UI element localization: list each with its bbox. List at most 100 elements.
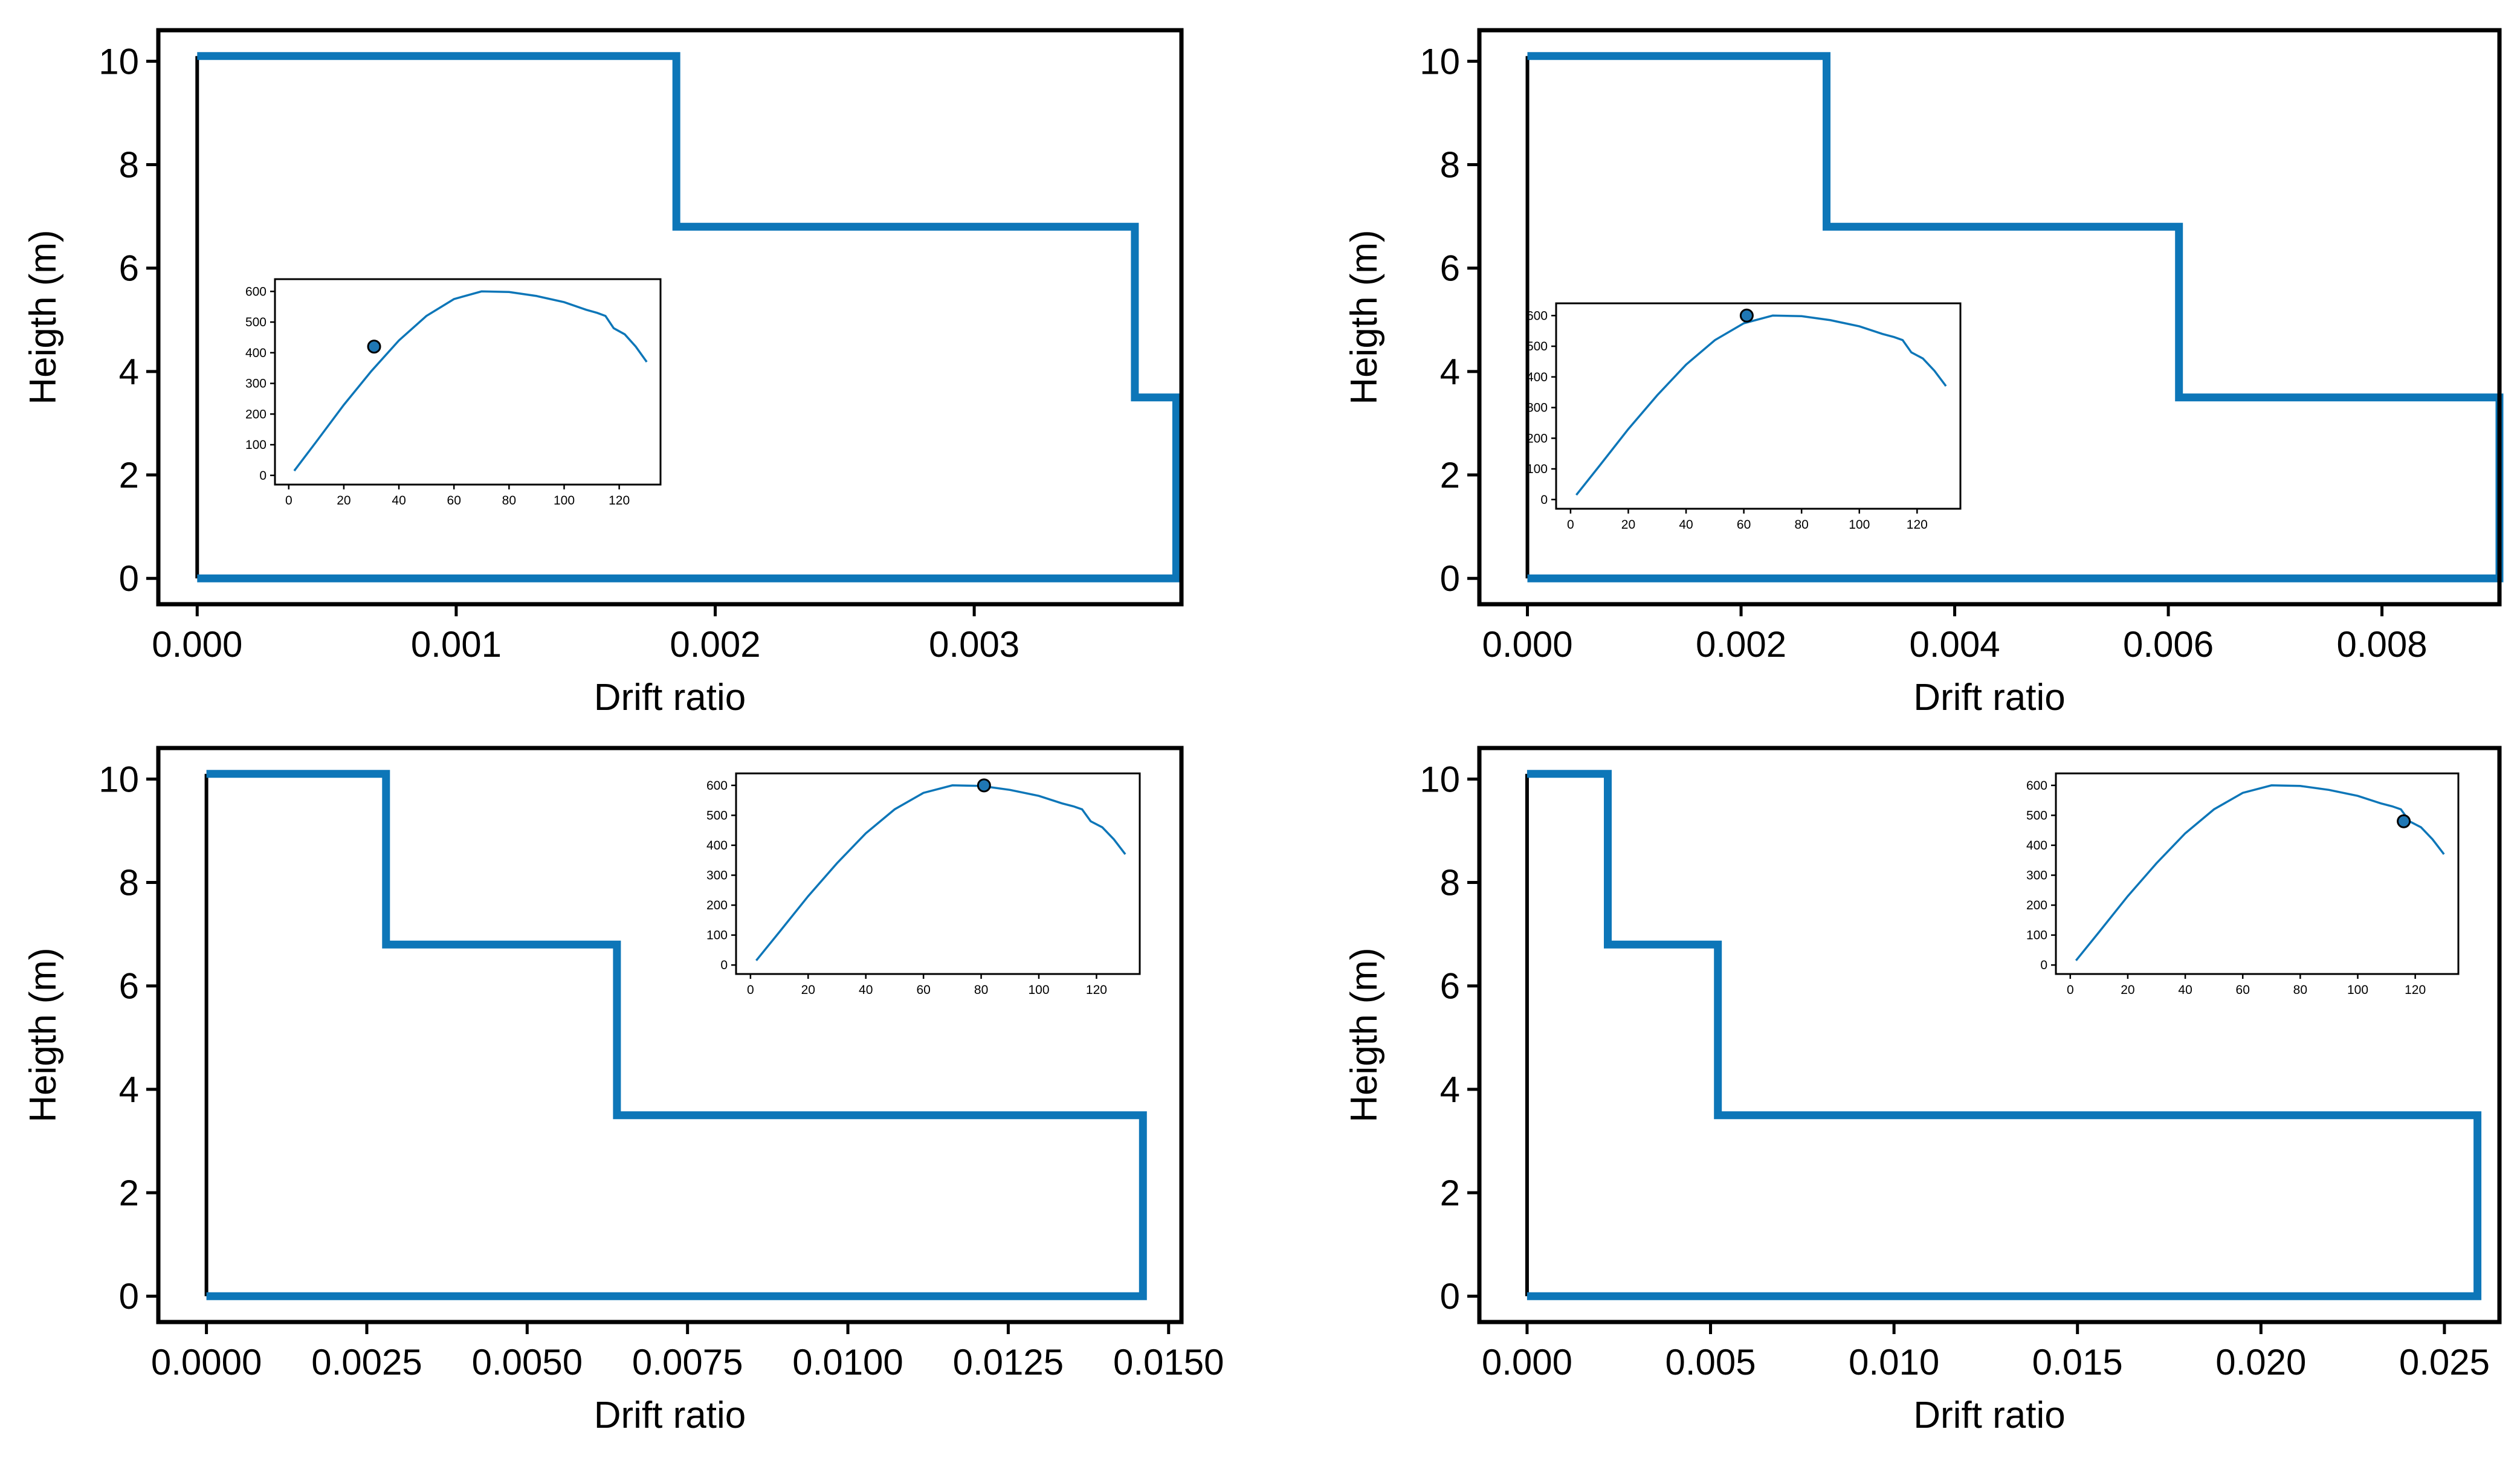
inset-y-tick-label: 400 bbox=[1527, 370, 1548, 384]
y-tick-label: 10 bbox=[99, 759, 139, 799]
inset-y-tick-label: 0 bbox=[2040, 958, 2047, 972]
inset-y-tick-label: 400 bbox=[706, 839, 728, 853]
inset-x-tick-label: 0 bbox=[2067, 983, 2074, 997]
y-tick-label: 6 bbox=[119, 248, 139, 289]
x-axis-label: Drift ratio bbox=[594, 677, 746, 718]
inset-x-tick-label: 120 bbox=[2405, 983, 2426, 997]
x-tick-label: 0.002 bbox=[1696, 624, 1786, 665]
inset-y-tick-label: 0 bbox=[259, 469, 267, 483]
inset-x-tick-label: 40 bbox=[859, 983, 873, 997]
inset-x-tick-label: 120 bbox=[1086, 983, 1107, 997]
y-tick-label: 2 bbox=[1440, 1173, 1460, 1213]
y-tick-label: 8 bbox=[1440, 863, 1460, 903]
x-tick-label: 0.005 bbox=[1665, 1342, 1756, 1382]
inset-frame bbox=[1555, 302, 1962, 510]
inset-y-tick-label: 200 bbox=[1527, 431, 1548, 445]
inset-x-tick-label: 100 bbox=[2347, 983, 2368, 997]
inset-x-tick-label: 60 bbox=[2236, 983, 2250, 997]
inset-x-tick-label: 20 bbox=[2121, 983, 2134, 997]
inset-x-tick-label: 80 bbox=[1794, 518, 1808, 532]
inset-y-tick-label: 400 bbox=[245, 346, 267, 360]
x-tick-label: 0.002 bbox=[670, 624, 760, 665]
inset-state-marker bbox=[1739, 308, 1754, 323]
y-tick-label: 6 bbox=[1440, 966, 1460, 1007]
inset-x-tick-label: 60 bbox=[447, 494, 461, 508]
x-tick-label: 0.0000 bbox=[151, 1342, 262, 1382]
y-tick-label: 4 bbox=[119, 352, 139, 392]
inset-x-tick-label: 20 bbox=[801, 983, 815, 997]
inset-x-tick-label: 60 bbox=[1737, 518, 1751, 532]
x-tick-label: 0.000 bbox=[1482, 624, 1572, 665]
chart-panel-1: 0 2 4 6 8 10 0.000 0.001 0.002 0.003 Drift ratio He… bbox=[22, 28, 1184, 718]
inset-y-tick-label: 600 bbox=[245, 285, 267, 298]
inset-y-tick-label: 200 bbox=[706, 898, 728, 912]
inset-y-tick-label: 500 bbox=[706, 808, 728, 822]
inset-x-tick-label: 0 bbox=[1567, 518, 1574, 532]
inset-y-tick-label: 0 bbox=[720, 958, 728, 972]
inset-capacity-curve bbox=[755, 784, 1126, 961]
chart-panel-4: 0 2 4 6 8 10 0.000 0.005 0.010 0.015 0.020 0.025 Dri… bbox=[1343, 746, 2502, 1436]
x-tick-label: 0.008 bbox=[2336, 624, 2427, 665]
y-tick-label: 0 bbox=[1440, 558, 1460, 599]
y-tick-label: 0 bbox=[119, 1276, 139, 1317]
inset-y-tick-label: 100 bbox=[1527, 462, 1548, 476]
inset-x-tick-label: 40 bbox=[1679, 518, 1693, 532]
x-tick-label: 0.020 bbox=[2215, 1342, 2306, 1382]
inset-frame bbox=[735, 772, 1141, 975]
chart-panel-3: 0 2 4 6 8 10 0.0000 0.0025 0.0050 0.0075 0.0100 0.0… bbox=[22, 746, 1224, 1436]
inset-y-tick-label: 200 bbox=[2026, 898, 2047, 912]
inset-y-tick-label: 200 bbox=[245, 407, 267, 421]
x-tick-label: 0.015 bbox=[2032, 1342, 2123, 1382]
inset-x-tick-label: 80 bbox=[502, 494, 516, 508]
inset-y-tick-label: 400 bbox=[2026, 839, 2047, 853]
inset-y-tick-label: 100 bbox=[706, 929, 728, 943]
x-axis-label: Drift ratio bbox=[594, 1395, 746, 1436]
x-axis-label: Drift ratio bbox=[1913, 1395, 2065, 1436]
y-tick-label: 10 bbox=[99, 41, 139, 82]
inset-chart: 0 100 200 300 400 500 600 0 20 40 60 80 100 120 bbox=[2026, 772, 2460, 997]
inset-state-marker bbox=[367, 340, 381, 354]
y-tick-label: 8 bbox=[119, 145, 139, 185]
y-tick-label: 6 bbox=[1440, 248, 1460, 289]
drift-profile-line bbox=[206, 770, 1147, 1300]
inset-x-tick-label: 0 bbox=[747, 983, 754, 997]
inset-y-tick-label: 300 bbox=[1527, 401, 1548, 415]
x-tick-label: 0.0075 bbox=[632, 1342, 743, 1382]
y-tick-label: 2 bbox=[119, 455, 139, 495]
inset-y-tick-label: 0 bbox=[1540, 493, 1548, 507]
inset-chart: 0 100 200 300 400 500 600 0 20 40 60 80 100 120 bbox=[1527, 302, 1962, 532]
x-tick-label: 0.003 bbox=[929, 624, 1019, 665]
y-tick-label: 2 bbox=[119, 1173, 139, 1213]
x-tick-label: 0.001 bbox=[411, 624, 502, 665]
x-tick-label: 0.004 bbox=[1909, 624, 2000, 665]
inset-y-tick-label: 300 bbox=[2026, 868, 2047, 882]
inset-x-tick-label: 20 bbox=[337, 494, 351, 508]
inset-frame bbox=[2055, 772, 2460, 975]
inset-chart: 0 100 200 300 400 500 600 0 20 40 60 80 100 120 bbox=[706, 772, 1141, 997]
chart-panel-2: 0 2 4 6 8 10 0.000 0.002 0.004 0.006 0.008 Drift ra… bbox=[1343, 28, 2504, 718]
x-tick-label: 0.0125 bbox=[953, 1342, 1064, 1382]
x-tick-label: 0.0150 bbox=[1113, 1342, 1224, 1382]
inset-y-tick-label: 500 bbox=[1527, 340, 1548, 353]
drift-profile-line bbox=[1527, 770, 2482, 1300]
plot-frame bbox=[1477, 746, 2502, 1324]
y-tick-label: 10 bbox=[1420, 759, 1460, 799]
y-tick-label: 8 bbox=[1440, 145, 1460, 185]
plot-frame bbox=[156, 28, 1184, 607]
plot-frame bbox=[1477, 28, 2502, 607]
y-tick-label: 4 bbox=[119, 1069, 139, 1110]
y-tick-label: 6 bbox=[119, 966, 139, 1007]
y-tick-label: 0 bbox=[1440, 1276, 1460, 1317]
inset-state-marker bbox=[2397, 814, 2411, 828]
inset-y-tick-label: 500 bbox=[245, 315, 267, 329]
x-tick-label: 0.010 bbox=[1849, 1342, 1939, 1382]
x-tick-label: 0.000 bbox=[1482, 1342, 1572, 1382]
inset-x-tick-label: 100 bbox=[1849, 518, 1870, 532]
y-tick-label: 0 bbox=[119, 558, 139, 599]
inset-y-tick-label: 500 bbox=[2026, 808, 2047, 822]
inset-x-tick-label: 0 bbox=[285, 494, 292, 508]
x-axis-label: Drift ratio bbox=[1913, 677, 2065, 718]
inset-x-tick-label: 80 bbox=[2293, 983, 2307, 997]
x-tick-label: 0.0100 bbox=[792, 1342, 903, 1382]
